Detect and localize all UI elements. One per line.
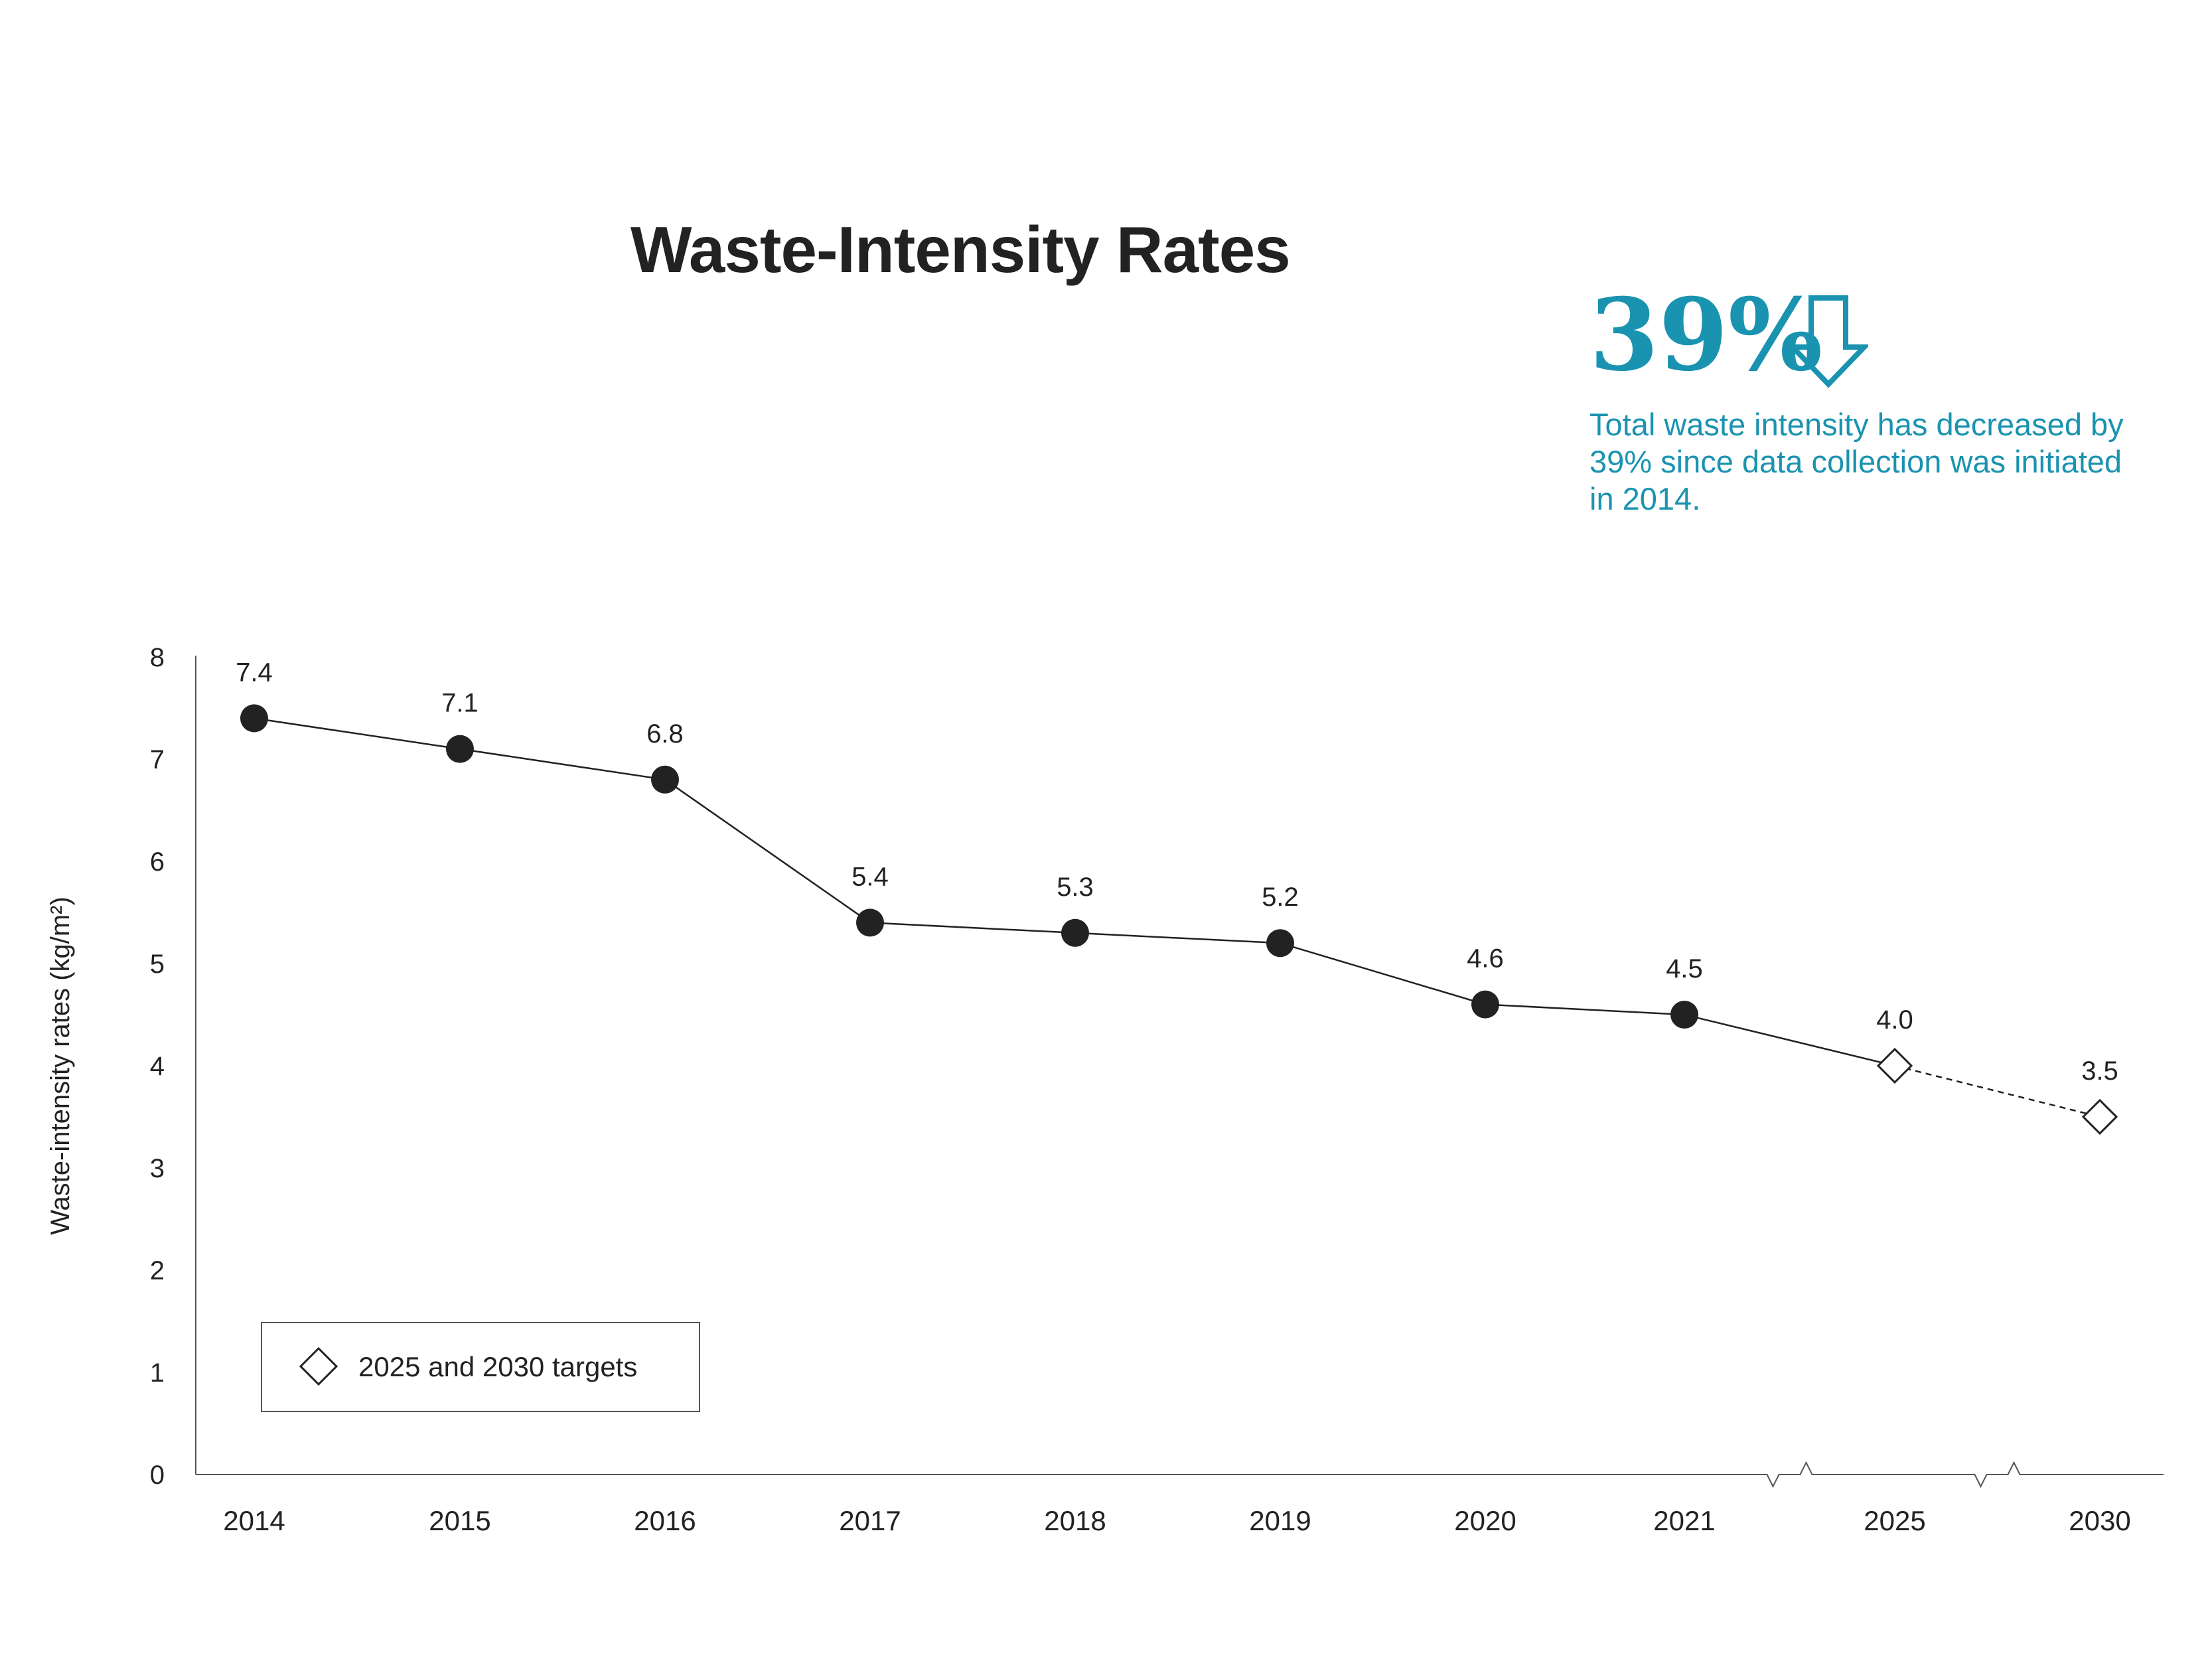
legend-box (261, 1322, 700, 1412)
data-label: 7.4 (236, 658, 273, 687)
x-tick-label: 2018 (1044, 1505, 1106, 1536)
x-tick-label: 2020 (1454, 1505, 1516, 1536)
y-axis-label: Waste-intensity rates (kg/m²) (46, 897, 75, 1235)
data-label: 5.4 (851, 862, 889, 891)
down-arrow-icon (1789, 295, 1868, 388)
y-axis: 0 1 2 3 4 5 6 7 8 (150, 643, 196, 1490)
data-point (651, 765, 679, 794)
data-point (240, 704, 268, 733)
data-label: 3.5 (2081, 1056, 2118, 1086)
x-tick-label: 2017 (839, 1505, 901, 1536)
data-label: 4.0 (1876, 1005, 1913, 1035)
x-tick-label: 2014 (223, 1505, 285, 1536)
y-tick-label: 4 (150, 1052, 165, 1081)
data-point (1266, 929, 1294, 958)
y-tick-label: 7 (150, 745, 165, 774)
data-markers (240, 704, 2118, 1135)
y-tick-label: 2 (150, 1256, 165, 1285)
legend: 2025 and 2030 targets (261, 1322, 700, 1412)
data-point (1471, 990, 1499, 1019)
y-tick-label: 5 (150, 950, 165, 979)
y-tick-label: 8 (150, 643, 165, 672)
y-tick-label: 0 (150, 1461, 165, 1490)
legend-label: 2025 and 2030 targets (358, 1351, 637, 1382)
x-tick-label: 2015 (429, 1505, 490, 1536)
data-label: 6.8 (646, 719, 684, 749)
data-label: 7.1 (441, 689, 479, 718)
x-tick-label: 2030 (2069, 1505, 2130, 1536)
data-point (1670, 1001, 1698, 1029)
target-point (2081, 1098, 2118, 1135)
y-tick-label: 6 (150, 847, 165, 877)
data-label: 5.2 (1262, 883, 1299, 912)
x-axis: 2014 2015 2016 2017 2018 2019 2020 2021 2025 2030 (196, 1461, 2164, 1536)
callout-description: Total waste intensity has decreased by 3… (1589, 407, 2124, 516)
data-label: 5.3 (1057, 873, 1094, 902)
data-label: 4.6 (1467, 944, 1504, 974)
series-lines (254, 717, 2101, 1118)
x-axis-line (196, 1461, 2164, 1488)
diamond-icon (299, 1346, 338, 1386)
chart-title: Waste-Intensity Rates (630, 213, 1291, 286)
data-point (446, 735, 474, 763)
x-tick-label: 2019 (1249, 1505, 1311, 1536)
x-tick-label: 2021 (1653, 1505, 1715, 1536)
x-tick-label: 2025 (1864, 1505, 1925, 1536)
data-point (856, 908, 884, 937)
target-point (1876, 1047, 1913, 1084)
data-point (1061, 918, 1089, 947)
data-labels: 7.4 7.1 6.8 5.4 5.3 5.2 4.6 4.5 4.0 3.5 (236, 658, 2118, 1086)
y-tick-label: 3 (150, 1154, 165, 1183)
callout-percentage: 39% (1589, 277, 1823, 394)
data-label: 4.5 (1666, 954, 1703, 983)
y-tick-label: 1 (150, 1358, 165, 1388)
series-line-target (1894, 1064, 2101, 1118)
x-tick-label: 2016 (634, 1505, 696, 1536)
